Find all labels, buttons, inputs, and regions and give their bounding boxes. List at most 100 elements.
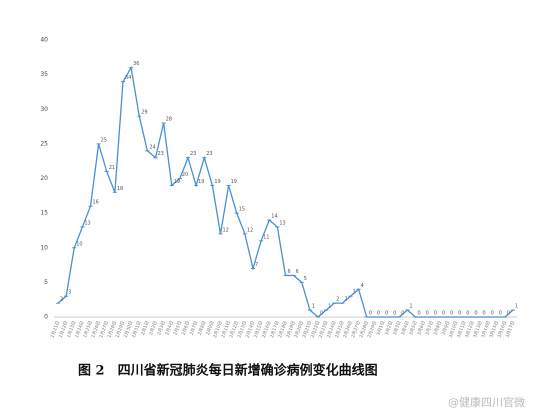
data-label: 0: [442, 311, 445, 317]
series-line: [57, 65, 514, 318]
y-tick-label: 10: [40, 244, 48, 251]
y-tick-label: 5: [44, 279, 48, 286]
x-tick-label: 2月20日: [293, 320, 305, 339]
x-tick-label: 3月17日: [505, 320, 517, 339]
x-tick-label: 2月28日: [358, 320, 370, 339]
data-label: 1: [328, 304, 331, 310]
y-tick-label: 35: [40, 71, 48, 78]
x-tick-label: 1月23日: [66, 320, 78, 339]
data-label: 10: [76, 241, 82, 247]
data-label: 1: [409, 304, 412, 310]
x-tick-label: 3月13日: [472, 320, 484, 339]
data-label: 19: [174, 179, 180, 185]
data-label: 0: [385, 311, 388, 317]
data-label: 2: [336, 297, 339, 303]
y-tick-label: 20: [40, 175, 48, 182]
data-label: 15: [239, 207, 245, 213]
data-label: 19: [231, 179, 237, 185]
x-tick-label: 1月21日: [50, 320, 62, 339]
data-label: 0: [499, 311, 502, 317]
data-label: 0: [466, 311, 469, 317]
x-tick-label: 3月14日: [480, 320, 492, 339]
x-tick-label: 3月5日: [408, 320, 419, 336]
data-label: 0: [320, 311, 323, 317]
x-tick-label: 3月7日: [424, 320, 435, 336]
data-label: 28: [166, 117, 172, 123]
x-tick-label: 2月25日: [334, 320, 346, 339]
data-label: 0: [491, 311, 494, 317]
x-tick-label: 2月13日: [237, 320, 249, 339]
data-label: 0: [483, 311, 486, 317]
data-label: 3: [353, 290, 356, 296]
watermark: @健康四川官微: [448, 395, 525, 409]
data-label: 34: [125, 75, 131, 81]
x-tick-label: 1月29日: [115, 320, 127, 339]
data-label: 23: [206, 151, 212, 157]
y-tick-label: 40: [40, 37, 48, 44]
chart-caption: 图 2 四川省新冠肺炎每日新增确诊病例变化曲线图: [78, 363, 378, 379]
data-label: 6: [288, 269, 291, 275]
x-tick-label: 2月24日: [326, 320, 338, 339]
data-label: 19: [214, 179, 220, 185]
data-label: 16: [93, 200, 99, 206]
data-label: 0: [369, 311, 372, 317]
data-label: 12: [223, 227, 229, 233]
y-tick-label: 15: [40, 210, 48, 217]
x-tick-label: 3月9日: [441, 320, 452, 336]
data-label: 0: [418, 311, 421, 317]
x-tick-label: 3月16日: [497, 320, 509, 339]
data-label: 24: [149, 144, 155, 150]
y-tick-label: 25: [40, 140, 48, 147]
x-tick-label: 1月30日: [123, 320, 135, 339]
x-tick-label: 1月31日: [131, 320, 143, 339]
y-tick-label: 0: [44, 314, 48, 321]
data-label: 14: [271, 214, 277, 220]
data-label: 2: [60, 297, 63, 303]
x-tick-label: 1月24日: [74, 320, 86, 339]
x-tick-label: 2月17日: [269, 320, 281, 339]
data-label: 18: [117, 186, 123, 192]
data-label: 2: [344, 297, 347, 303]
data-label: 1: [312, 304, 315, 310]
x-tick-label: 1月27日: [98, 320, 110, 339]
x-tick-label: 2月1日: [140, 320, 151, 336]
data-label: 1: [515, 304, 518, 310]
data-label: 4: [361, 283, 364, 289]
data-label: 20: [182, 172, 188, 178]
x-tick-label: 1月22日: [58, 320, 70, 339]
x-tick-label: 3月4日: [400, 320, 411, 336]
x-tick-label: 2月11日: [220, 320, 232, 339]
x-tick-label: 3月1日: [376, 320, 387, 336]
data-label: 13: [84, 220, 90, 226]
data-label: 7: [255, 262, 258, 268]
x-tick-label: 2月16日: [261, 320, 273, 339]
x-tick-label: 2月27日: [350, 320, 362, 339]
x-tick-label: 2月7日: [189, 320, 200, 336]
data-label: 0: [507, 311, 510, 317]
data-label: 12: [247, 227, 253, 233]
x-tick-label: 2月15日: [253, 320, 265, 339]
data-label: 0: [474, 311, 477, 317]
data-label: 0: [393, 311, 396, 317]
data-label: 23: [190, 151, 196, 157]
x-tick-label: 2月6日: [181, 320, 192, 336]
x-tick-label: 3月10日: [448, 320, 460, 339]
x-tick-label: 2月10日: [212, 320, 224, 339]
x-tick-label: 3月6日: [416, 320, 427, 336]
data-label: 0: [450, 311, 453, 317]
x-tick-label: 2月14日: [245, 320, 257, 339]
data-label: 29: [141, 110, 147, 116]
x-tick-label: 1月28日: [107, 320, 119, 339]
data-label: 19: [198, 179, 204, 185]
data-label: 0: [401, 311, 404, 317]
x-tick-label: 2月19日: [285, 320, 297, 339]
x-tick-label: 3月8日: [432, 320, 443, 336]
x-tick-label: 3月3日: [392, 320, 403, 336]
data-label: 25: [101, 137, 107, 143]
x-tick-label: 2月18日: [277, 320, 289, 339]
data-label: 6: [296, 269, 299, 275]
x-tick-label: 3月15日: [488, 320, 500, 339]
data-label: 13: [279, 220, 285, 226]
data-label: 36: [133, 61, 139, 67]
